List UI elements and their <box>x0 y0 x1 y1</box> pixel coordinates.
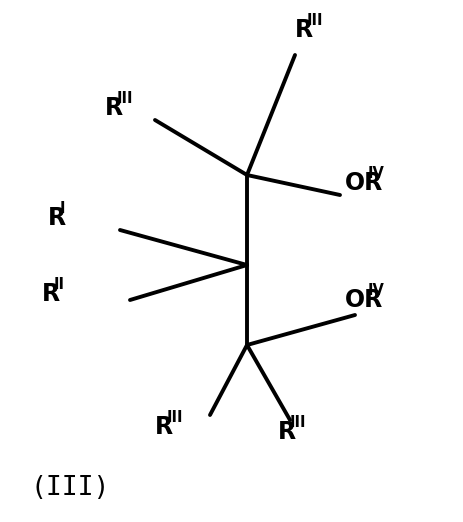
Text: (III): (III) <box>30 475 109 501</box>
Text: I: I <box>60 201 65 216</box>
Text: IV: IV <box>368 283 385 298</box>
Text: R: R <box>278 420 296 444</box>
Text: R: R <box>295 18 313 42</box>
Text: R: R <box>155 415 173 439</box>
Text: R: R <box>42 282 60 306</box>
Text: III: III <box>307 13 323 28</box>
Text: III: III <box>117 91 133 106</box>
Text: R: R <box>48 206 66 230</box>
Text: R: R <box>105 96 123 120</box>
Text: III: III <box>289 415 306 430</box>
Text: OR: OR <box>345 288 383 312</box>
Text: IV: IV <box>368 166 385 181</box>
Text: OR: OR <box>345 171 383 195</box>
Text: II: II <box>54 277 64 292</box>
Text: III: III <box>167 410 183 425</box>
